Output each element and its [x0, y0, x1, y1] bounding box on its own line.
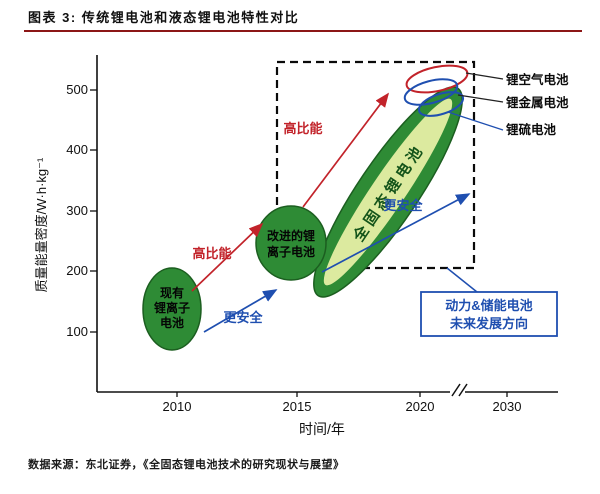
connector-lithium-sulfur — [447, 111, 504, 131]
y-tick-label: 100 — [66, 324, 88, 339]
existing-label-line: 电池 — [160, 315, 184, 330]
source-note: 数据来源：东北证券，《全固态锂电池技术的研究现状与展望》 — [28, 459, 345, 471]
ellipse-existing-liion: 现有 锂离子 电池 — [142, 267, 202, 351]
label-lithium-air: 锂空气电池 — [506, 72, 569, 87]
improved-label-line: 改进的锂 — [267, 228, 315, 243]
ellipse-lithium-sulfur — [417, 91, 465, 117]
arrow-high-energy-2 — [302, 92, 390, 208]
label-lithium-metal: 锂金属电池 — [506, 95, 569, 110]
future-box-line: 未来发展方向 — [449, 316, 528, 331]
connector-lithium-metal — [457, 94, 504, 103]
title-rule — [24, 30, 582, 32]
label-lithium-sulfur: 锂硫电池 — [506, 122, 557, 137]
y-tick-label: 300 — [66, 203, 88, 218]
ellipse-lithium-metal — [403, 78, 459, 106]
connector-lithium-air — [465, 72, 504, 80]
improved-label-line: 离子电池 — [267, 244, 315, 259]
annotation-high-energy-2: 高比能 — [283, 121, 322, 136]
x-axis-title: 时间/年 — [299, 421, 345, 437]
x-axis-break — [450, 383, 468, 397]
figure-title: 图表 3: 传统锂电池和液态锂电池特性对比 — [28, 10, 300, 25]
existing-label-line: 锂离子 — [154, 300, 190, 315]
y-tick-label: 200 — [66, 263, 88, 278]
y-axis-title: 质量能量密度/W·h·kg⁻¹ — [34, 157, 49, 292]
x-tick-label: 2015 — [283, 399, 312, 414]
ellipse-lithium-air — [405, 64, 469, 94]
ellipse-improved-liion: 改进的锂 离子电池 — [255, 205, 327, 281]
x-tick-label: 2020 — [406, 399, 435, 414]
annotation-safer-1: 更安全 — [223, 310, 263, 325]
existing-label-line: 现有 — [160, 285, 184, 300]
axes: 500 400 300 200 100 2010 2015 2020 2030 … — [34, 55, 558, 437]
arrow-high-energy-1 — [191, 222, 264, 292]
future-box-line: 动力&储能电池 — [445, 298, 532, 313]
y-tick-label: 400 — [66, 142, 88, 157]
x-tick-label: 2030 — [493, 399, 522, 414]
arrow-safer-2 — [321, 193, 471, 273]
arrow-safer-1 — [203, 289, 278, 333]
future-direction-box: 动力&储能电池 未来发展方向 — [420, 291, 558, 337]
y-tick-label: 500 — [66, 82, 88, 97]
future-box-connector — [446, 267, 478, 293]
annotation-safer-2: 更安全 — [383, 198, 423, 213]
x-tick-label: 2010 — [163, 399, 192, 414]
battery-roadmap-chart: 500 400 300 200 100 2010 2015 2020 2030 … — [34, 55, 569, 437]
dashed-roadmap-box — [275, 60, 476, 270]
annotation-high-energy-1: 高比能 — [192, 246, 231, 261]
